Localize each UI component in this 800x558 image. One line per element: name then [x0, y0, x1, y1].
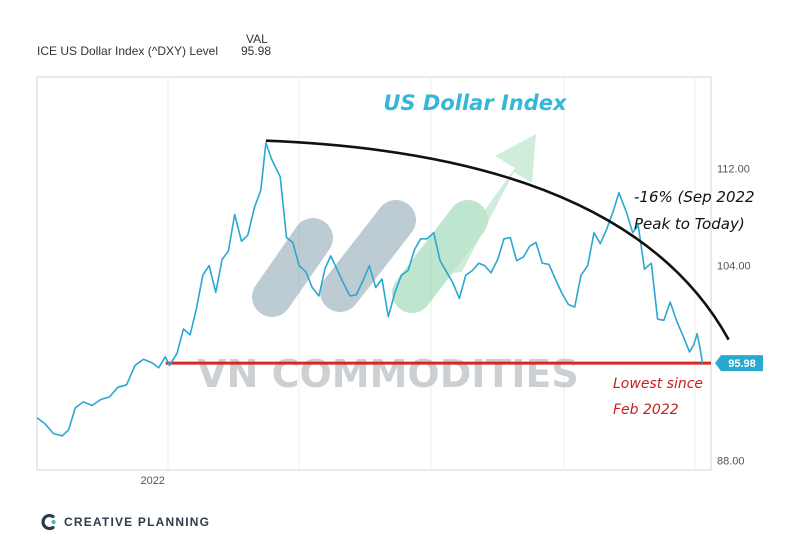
series-label: ICE US Dollar Index (^DXY) Level — [37, 44, 219, 58]
title-annotation: US Dollar Index — [383, 91, 568, 115]
badge-shape — [715, 355, 763, 372]
logo-bar-slate — [320, 200, 416, 312]
current-value: 95.98 — [241, 44, 272, 58]
watermark-text: VN COMMODITIES — [197, 352, 579, 396]
x-tick-label: 2022 — [140, 475, 164, 487]
plot-frame — [36, 76, 712, 471]
y-tick-label: 104.00 — [717, 261, 751, 273]
logo-arrow — [438, 134, 536, 275]
chart-canvas: VN COMMODITIES 88.00 104.00 112.00 2022 … — [36, 76, 763, 487]
badge-value: 95.98 — [728, 358, 756, 370]
support-annotation-line2: Feb 2022 — [613, 402, 679, 418]
trend-curve — [265, 139, 730, 341]
y-tick-label: 88.00 — [717, 455, 745, 467]
y-tick-label: 112.00 — [717, 163, 750, 175]
logo-watermark-graphic — [252, 134, 536, 317]
brand-logo-icon — [41, 513, 56, 531]
logo-bar-green — [392, 200, 488, 313]
logo-bar-slate — [252, 218, 333, 317]
brand-name: CREATIVE PLANNING — [64, 515, 211, 529]
decline-annotation-line2: Peak to Today) — [634, 215, 745, 233]
footer-brand: CREATIVE PLANNING — [40, 513, 210, 531]
support-annotation-line1: Lowest since — [613, 376, 703, 392]
decline-annotation-line1: -16% (Sep 2022 — [634, 188, 755, 206]
value-heading: VAL — [246, 32, 268, 46]
current-value-badge: 95.98 — [715, 355, 763, 372]
series-line — [36, 141, 704, 437]
